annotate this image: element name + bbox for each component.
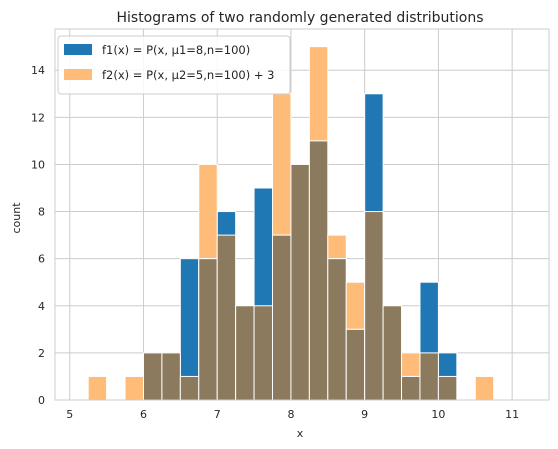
- x-tick-label: 11: [505, 408, 519, 421]
- y-tick-label: 6: [38, 253, 45, 266]
- x-axis-label: x: [297, 427, 304, 440]
- x-tick-label: 7: [214, 408, 221, 421]
- legend-box: [57, 35, 291, 95]
- y-tick-label: 12: [31, 111, 45, 124]
- bar-overlap: [272, 234, 292, 401]
- chart-title: Histograms of two randomly generated dis…: [116, 10, 483, 26]
- x-tick-label: 8: [287, 408, 294, 421]
- x-tick-label: 10: [431, 408, 445, 421]
- bar-f2: [327, 234, 347, 260]
- legend: f1(x) = P(x, μ1=8,n=100) f2(x) = P(x, μ2…: [57, 35, 291, 95]
- y-tick-label: 4: [38, 300, 45, 313]
- bar-overlap: [235, 305, 255, 401]
- bar-overlap: [179, 375, 200, 401]
- legend-swatch-f2: [64, 69, 92, 80]
- y-tick-label: 8: [38, 206, 45, 219]
- x-tick-label: 5: [66, 408, 73, 421]
- bar-f2: [87, 375, 108, 401]
- bar-overlap: [308, 140, 329, 401]
- bar-overlap: [345, 328, 366, 401]
- x-tick-label: 9: [361, 408, 368, 421]
- legend-label-f2: f2(x) = P(x, μ2=5,n=100) + 3: [102, 68, 275, 82]
- bar-f2: [272, 93, 292, 236]
- bar-overlap: [290, 163, 310, 401]
- bar-overlap: [327, 258, 347, 401]
- bar-overlap: [437, 375, 458, 401]
- bar-overlap: [253, 305, 274, 401]
- legend-label-f1: f1(x) = P(x, μ1=8,n=100): [102, 43, 250, 57]
- x-axis-ticks: 5 6 7 8 9 10 11: [66, 408, 519, 421]
- bar-f2: [308, 46, 329, 142]
- y-tick-label: 10: [31, 158, 45, 171]
- y-tick-label: 14: [31, 64, 45, 77]
- y-axis-label: count: [10, 202, 23, 234]
- bar-overlap: [364, 211, 384, 401]
- bar-overlap: [161, 352, 181, 401]
- x-tick-label: 6: [140, 408, 147, 421]
- y-tick-label: 2: [38, 347, 45, 360]
- y-tick-label: 0: [38, 394, 45, 407]
- y-axis-ticks: 0 2 4 6 8 10 12 14: [31, 64, 45, 407]
- bar-overlap: [401, 375, 421, 401]
- legend-swatch-f1: [64, 44, 92, 55]
- bar-f2: [401, 352, 421, 377]
- bar-f2: [124, 375, 144, 401]
- bar-f2: [198, 163, 218, 260]
- bar-overlap: [198, 258, 218, 401]
- bar-f2: [474, 375, 495, 401]
- bar-overlap: [382, 305, 403, 401]
- plot-frame: [54, 28, 550, 401]
- bar-overlap: [419, 352, 439, 401]
- bar-overlap: [216, 234, 237, 401]
- bar-f2: [345, 281, 366, 330]
- plot-border: [54, 28, 550, 401]
- bar-overlap: [142, 352, 163, 401]
